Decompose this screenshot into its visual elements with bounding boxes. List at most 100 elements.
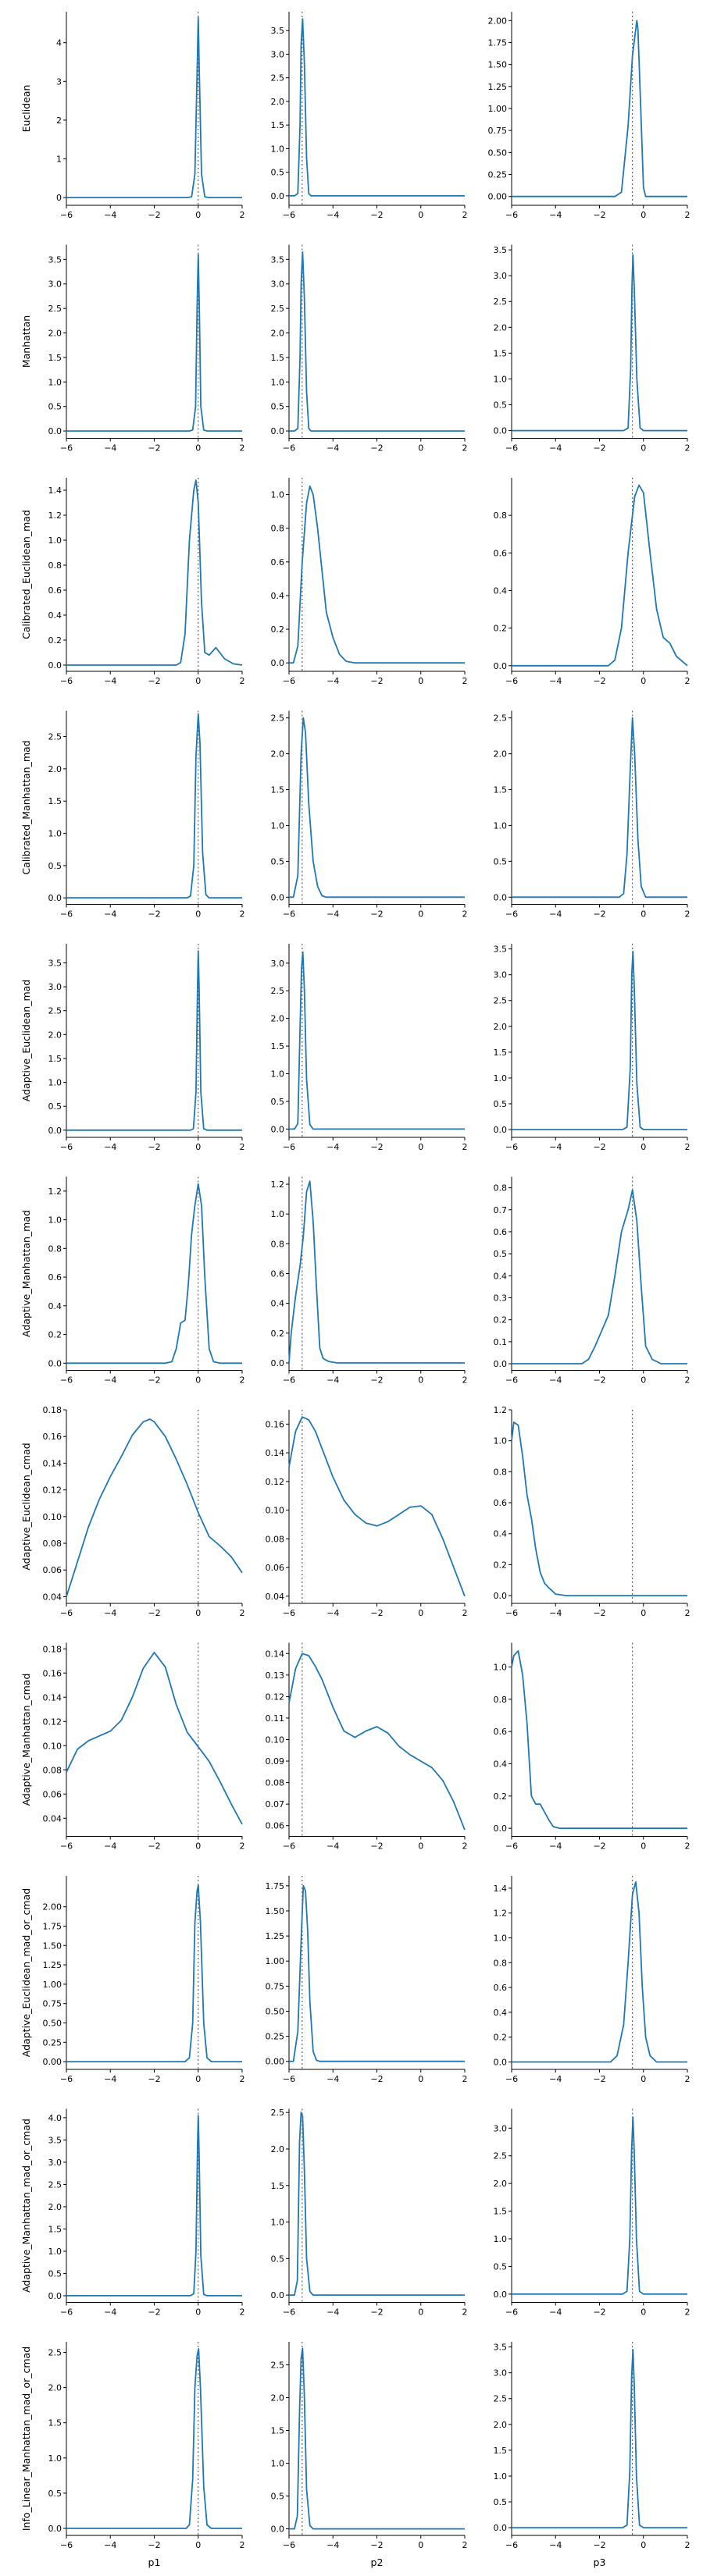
y-tick-label: 1.2 — [48, 511, 62, 521]
y-tick-label: 1.5 — [48, 2224, 62, 2234]
y-tick-label: 0.75 — [43, 1999, 62, 2009]
y-tick-label: 2.0 — [48, 764, 62, 774]
y-tick-label: 1.5 — [48, 353, 62, 363]
y-tick-label: 3.0 — [48, 982, 62, 992]
density-curve — [289, 717, 465, 898]
y-tick-label: 0.0 — [48, 2291, 62, 2301]
y-tick-label: 0.2 — [48, 1330, 62, 1340]
x-tick-label: 2 — [685, 2074, 691, 2084]
y-tick-label: 1.75 — [488, 37, 508, 48]
y-tick-label: 3.0 — [48, 279, 62, 290]
x-tick-label: −2 — [370, 2540, 383, 2550]
density-curve — [512, 484, 688, 667]
y-tick-label: 1.5 — [271, 353, 285, 363]
x-tick-label: 0 — [641, 1841, 646, 1852]
x-tick-label: −6 — [505, 2307, 518, 2318]
panel-adaptive-euclidean-mad-or-cmad-p1: −6 −4 −2 0 2 0.00 0.25 0.50 0.75 1.00 1.25 1.50 1.75… — [43, 1876, 245, 2084]
panel-adaptive-euclidean-mad-or-cmad-p3: −6 −4 −2 0 2 0.0 0.2 0.4 0.6 0.8 1.0 1.2 1.4 — [494, 1876, 691, 2084]
x-tick-label: 0 — [195, 1608, 201, 1618]
y-tick-label: 0.50 — [488, 148, 508, 158]
density-curve — [512, 1189, 687, 1364]
y-tick-label: 0.14 — [43, 1692, 62, 1703]
y-tick-label: 0.00 — [488, 192, 508, 202]
x-tick-label: −4 — [104, 676, 116, 686]
x-tick-label: 2 — [685, 909, 691, 920]
y-tick-label: 0.16 — [43, 1432, 62, 1442]
y-tick-label: 1.0 — [494, 820, 508, 831]
panel-adaptive-manhattan-mad-p3: −6 −4 −2 0 2 0.0 0.1 0.2 0.3 0.4 0.5 0.6 0.7 0.8 — [494, 1176, 691, 1386]
y-tick-label: 0.12 — [266, 1692, 285, 1702]
density-curve — [289, 951, 465, 1130]
x-tick-label: −2 — [148, 2540, 160, 2550]
x-tick-label: 2 — [685, 1608, 691, 1618]
y-tick-label: 0.8 — [271, 524, 285, 534]
x-tick-label: −2 — [370, 909, 383, 920]
x-tick-label: 0 — [641, 909, 646, 920]
x-tick-label: −4 — [327, 1142, 339, 1152]
y-tick-label: 3.0 — [271, 959, 285, 969]
y-tick-label: 1.0 — [271, 2218, 285, 2228]
y-tick-label: 1.5 — [494, 2207, 508, 2217]
x-tick-label: −2 — [370, 1608, 383, 1618]
y-tick-label: 0.18 — [43, 1405, 62, 1415]
x-tick-label: −4 — [549, 676, 562, 686]
x-tick-label: 2 — [462, 2074, 468, 2084]
x-tick-label: −2 — [148, 210, 160, 220]
y-tick-label: 1.50 — [488, 60, 508, 70]
x-tick-label: −4 — [549, 1841, 562, 1852]
x-tick-label: −2 — [593, 1142, 605, 1152]
y-tick-label: 0.0 — [271, 2524, 285, 2535]
y-tick-label: 3.0 — [271, 49, 285, 59]
x-tick-label: −6 — [60, 1142, 73, 1152]
x-tick-label: 2 — [240, 2540, 245, 2550]
y-tick-label: 2.5 — [494, 2151, 508, 2161]
y-tick-label: 2.0 — [48, 2383, 62, 2393]
y-tick-label: 1.0 — [48, 829, 62, 839]
x-tick-label: −4 — [549, 909, 562, 920]
x-tick-label: −2 — [370, 2074, 383, 2084]
x-tick-label: −2 — [370, 676, 383, 686]
x-tick-label: −2 — [593, 1375, 605, 1386]
density-curve — [512, 2116, 687, 2295]
y-tick-label: 2.5 — [271, 304, 285, 314]
y-tick-label: 0.04 — [43, 1813, 62, 1823]
y-tick-label: 0.5 — [494, 400, 508, 411]
x-tick-label: 0 — [195, 443, 201, 454]
x-tick-label: −4 — [327, 2540, 339, 2550]
y-tick-label: 1.0 — [48, 1215, 62, 1226]
y-tick-label: 1.2 — [48, 1187, 62, 1197]
panel-adaptive-euclidean-cmad-p3: −6 −4 −2 0 2 0.0 0.2 0.4 0.6 0.8 1.0 1.2 — [494, 1405, 691, 1618]
y-tick-label: 0.5 — [48, 2268, 62, 2279]
panel-manhattan-p2: −6 −4 −2 0 2 0.0 0.5 1.0 1.5 2.0 2.5 3.0 3.5 — [271, 244, 468, 454]
x-tick-label: −4 — [104, 2540, 116, 2550]
y-tick-label: 2.00 — [43, 1902, 62, 1912]
y-tick-label: 0.07 — [266, 1799, 285, 1809]
x-tick-label: −2 — [593, 2540, 605, 2550]
x-tick-label: 2 — [462, 210, 468, 220]
y-tick-label: 1.0 — [494, 1663, 508, 1673]
x-tick-label: 0 — [418, 1142, 423, 1152]
x-tick-label: 0 — [641, 1142, 646, 1152]
y-tick-label: 1.0 — [494, 374, 508, 384]
y-tick-label: 1.0 — [271, 490, 285, 500]
x-tick-label: −2 — [370, 2307, 383, 2318]
y-tick-label: 0.08 — [266, 1778, 285, 1788]
x-tick-label: 2 — [462, 2307, 468, 2318]
x-tick-label: −2 — [148, 443, 160, 454]
y-tick-label: 3.0 — [271, 279, 285, 290]
y-tick-label: 0.10 — [43, 1512, 62, 1522]
y-tick-label: 1.5 — [48, 796, 62, 806]
x-tick-label: −4 — [549, 443, 562, 454]
y-tick-label: 0.5 — [494, 2497, 508, 2507]
y-tick-label: 0.06 — [266, 1821, 285, 1831]
x-tick-label: 2 — [685, 2307, 691, 2318]
y-tick-label: 1 — [56, 154, 62, 164]
x-tick-label: −6 — [60, 1841, 73, 1852]
y-tick-label: 1.75 — [266, 1881, 285, 1891]
density-curve — [66, 254, 242, 432]
x-tick-label: 0 — [418, 2074, 423, 2084]
y-tick-label: 0.2 — [494, 1315, 508, 1325]
density-curve — [288, 1416, 466, 1597]
y-tick-label: 0.8 — [494, 1467, 508, 1477]
